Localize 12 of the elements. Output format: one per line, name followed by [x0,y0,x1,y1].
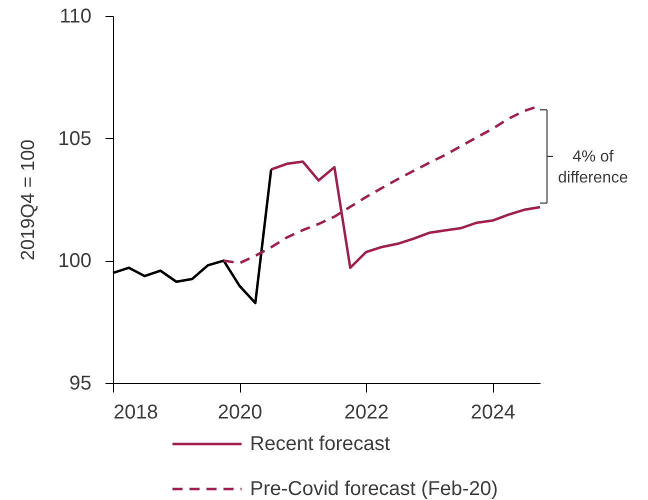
y-tick-label: 105 [58,128,92,150]
legend-label: Recent forecast [250,433,391,455]
x-tick-label: 2018 [114,402,158,424]
x-tick-label: 2024 [470,402,516,424]
legend-label: Pre-Covid forecast (Feb-20) [250,478,498,500]
y-tick-label: 100 [58,250,92,272]
y-tick-label: 110 [60,6,92,28]
y-axis-title: 2019Q4 = 100 [18,140,40,260]
text: 4% of difference [558,148,628,186]
x-tick-label: 2020 [218,402,262,424]
y-tick-label: 95 [69,372,92,394]
x-tick-label: 2022 [344,402,389,424]
